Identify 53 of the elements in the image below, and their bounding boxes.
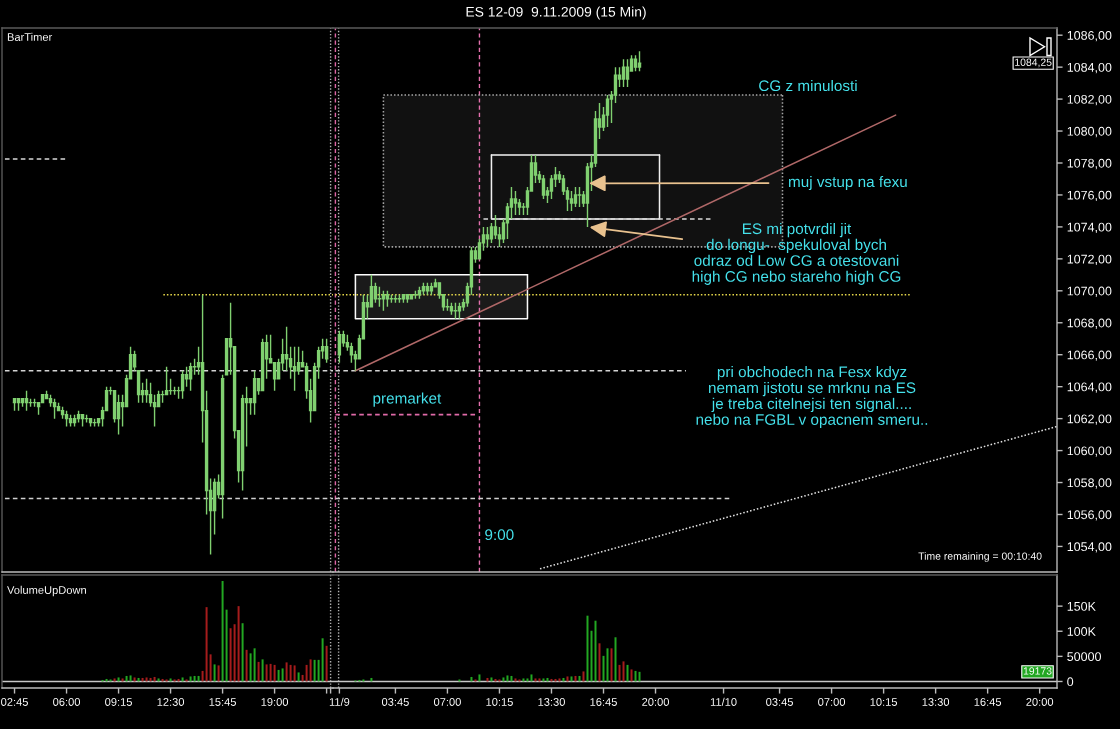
annotation: ES mi potvrdil jit do longu- spekuloval bych odraz od Low CG a otestovani high CG nebo stareho high CG [692,222,901,285]
y-tick-label: 1054,00 [1067,542,1112,553]
x-tick-label: 19:00 [261,698,289,706]
x-tick-label: 13:30 [922,698,950,706]
y-tick-label: 1070,00 [1067,286,1112,297]
y-tick-label: 1056,00 [1067,510,1112,521]
x-tick-label: 09:15 [105,698,132,706]
y-tick-label: 1084,00 [1067,62,1112,74]
x-tick-label: 10:15 [486,698,513,706]
text: VolumeUpDown [7,585,86,597]
y-tick-label: 1082,00 [1067,94,1112,106]
annotation: 19173 [1023,667,1052,675]
x-tick-label: 07:00 [433,698,461,706]
y-tick-label: 0 [1067,677,1074,687]
x-tick-label: 02:45 [1,698,28,706]
y-tick-label: 1058,00 [1067,478,1112,489]
y-tick-label: 1060,00 [1067,446,1112,457]
annotation: premarket [373,392,442,407]
annotation: muj vstup na fexu [789,175,907,191]
x-tick-label: 16:45 [590,698,617,706]
annotation: CG z minulosti [759,79,857,92]
chart-title: ES 12-09 9.11.2009 (15 Min) [466,6,646,20]
y-tick-label: 1080,00 [1067,126,1112,138]
y-tick-label: 1078,00 [1067,158,1112,170]
x-tick-label: 07:00 [818,698,846,706]
annotation: Time remaining = 00:10:40 [918,552,1042,562]
y-tick-label: 1064,00 [1067,382,1112,393]
x-tick-label: 16:45 [974,698,1002,706]
annotation: pri obchodech na Fesx kdyz nemam jistotu se mrknu na ES je treba citelnejsi ten signal.... nebo na FGBL v opacnem smeru.. [696,366,928,428]
y-tick-label: 1086,00 [1067,30,1112,42]
x-tick-label: 03:45 [766,698,793,706]
x-tick-label: 12:30 [157,698,185,706]
annotation: 1084,25 [1015,58,1052,68]
y-tick-label: 150K [1067,601,1096,611]
x-tick-label: 11/10 [710,697,737,706]
x-tick-label: 15:45 [209,698,237,706]
x-tick-label: 06:00 [53,698,81,706]
y-tick-label: 50000 [1067,652,1101,662]
y-tick-label: 100K [1067,627,1096,636]
y-tick-label: 1072,00 [1067,254,1112,265]
x-tick-label: 11/9 [329,697,350,706]
ref-line-label: 9:00 [485,529,514,541]
x-tick-label: 03:45 [381,698,409,706]
y-tick-label: 1062,00 [1067,414,1112,425]
x-tick-label: 20:00 [642,698,669,706]
annotation: BarTimer [7,32,53,41]
x-tick-label: 13:30 [538,698,565,706]
x-tick-label: 20:00 [1026,698,1054,706]
x-tick-label: 10:15 [870,698,898,706]
y-tick-label: 1068,00 [1067,318,1112,329]
y-tick-label: 1066,00 [1067,350,1112,361]
y-tick-label: 1074,00 [1067,222,1112,234]
y-tick-label: 1076,00 [1067,190,1112,202]
